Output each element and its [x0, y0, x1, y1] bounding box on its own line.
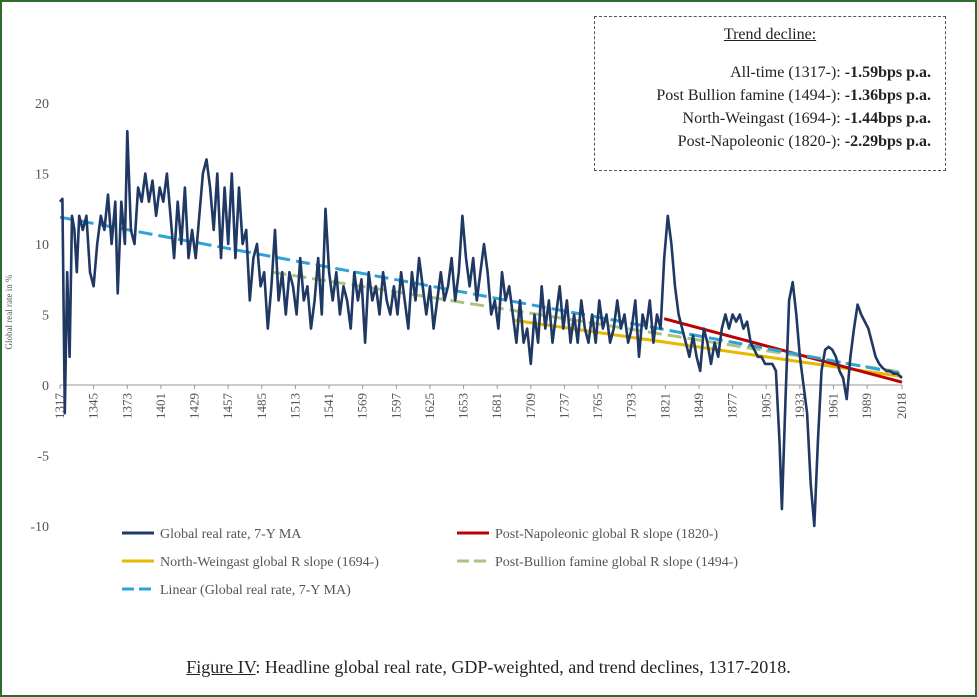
x-tick-label: 1709	[523, 393, 538, 419]
x-tick-label: 1569	[355, 393, 370, 419]
caption: Figure IV: Headline global real rate, GD…	[2, 657, 975, 678]
x-tick-label: 1989	[859, 393, 874, 419]
annotation-line: Post Bullion famine (1494-): -1.36bps p.…	[595, 86, 931, 105]
x-tick-label: 1933	[792, 393, 807, 419]
x-tick-label: 1877	[725, 393, 740, 420]
annotation-label: Post Bullion famine (1494-):	[656, 87, 845, 104]
annotation-value: -1.59bps p.a.	[844, 64, 931, 81]
x-tick-label: 1905	[758, 393, 773, 419]
y-tick-label: 10	[35, 238, 49, 253]
annotation-line: North-Weingast (1694-): -1.44bps p.a.	[595, 109, 931, 128]
legend-label: Post-Napoleonic global R slope (1820-)	[495, 527, 719, 542]
legend-label: North-Weingast global R slope (1694-)	[160, 555, 379, 570]
annotation-value: -2.29bps p.a.	[844, 133, 931, 150]
annotation-box: Trend decline: All-time (1317-): -1.59bp…	[594, 16, 946, 171]
y-tick-label: 0	[42, 379, 49, 394]
x-tick-label: 1793	[624, 393, 639, 419]
annotation-line: All-time (1317-): -1.59bps p.a.	[595, 63, 931, 82]
annotation-title: Trend decline:	[723, 26, 817, 43]
annotation-label: Post-Napoleonic (1820-):	[677, 133, 845, 150]
x-tick-label: 1485	[254, 393, 269, 419]
x-tick-label: 1597	[388, 393, 403, 420]
x-tick-label: 1345	[86, 393, 101, 419]
x-tick-label: 1961	[826, 393, 841, 419]
x-tick-label: 1737	[556, 393, 571, 420]
annotation-label: All-time (1317-):	[730, 64, 845, 81]
x-tick-label: 1317	[52, 393, 67, 420]
series-line	[663, 317, 903, 384]
y-tick-label: 20	[35, 97, 49, 112]
y-tick-label: 5	[42, 309, 49, 324]
x-tick-label: 1653	[456, 393, 471, 419]
caption-text: : Headline global real rate, GDP-weighte…	[255, 657, 791, 677]
annotation-value: -1.44bps p.a.	[844, 110, 931, 127]
annotation-line: Post-Napoleonic (1820-): -2.29bps p.a.	[595, 132, 931, 151]
x-tick-label: 1513	[287, 393, 302, 419]
legend-label: Post-Bullion famine global R slope (1494…	[495, 555, 738, 570]
legend-label: Global real rate, 7-Y MA	[160, 527, 302, 542]
x-tick-label: 1457	[220, 393, 235, 420]
x-tick-label: 1541	[321, 393, 336, 419]
x-tick-label: 1849	[691, 393, 706, 419]
series-line	[59, 215, 903, 376]
x-tick-label: 1765	[590, 393, 605, 419]
y-tick-label: -10	[30, 520, 49, 535]
caption-label: Figure IV	[186, 657, 256, 677]
y-tick-label: 15	[35, 168, 49, 183]
annotation-label: North-Weingast (1694-):	[682, 110, 845, 127]
x-tick-label: 1681	[489, 393, 504, 419]
y-axis-label: Global real rate in %	[4, 274, 14, 349]
x-tick-label: 2018	[894, 393, 909, 419]
legend-label: Linear (Global real rate, 7-Y MA)	[160, 583, 351, 598]
x-tick-label: 1373	[119, 393, 134, 419]
y-tick-label: -5	[37, 450, 49, 465]
x-tick-label: 1821	[657, 393, 672, 419]
annotation-value: -1.36bps p.a.	[844, 87, 931, 104]
x-tick-label: 1429	[187, 393, 202, 419]
x-tick-label: 1625	[422, 393, 437, 419]
series-line	[59, 129, 903, 528]
x-tick-label: 1401	[153, 393, 168, 419]
